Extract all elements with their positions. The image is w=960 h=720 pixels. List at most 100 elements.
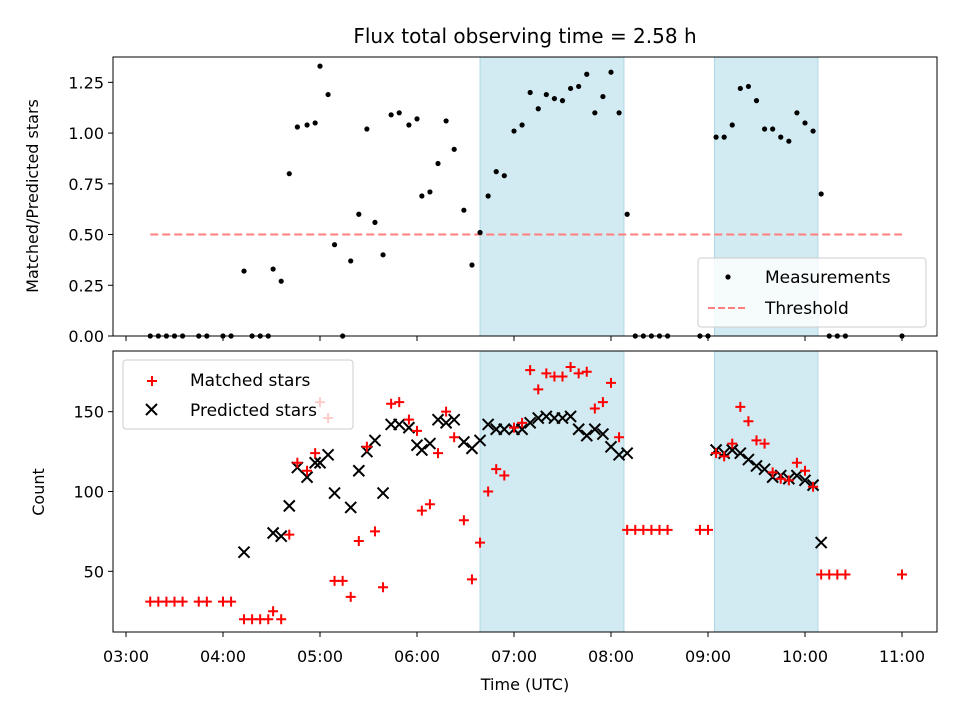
top-legend: Measurements Threshold (697, 257, 927, 328)
predicted-star-point (300, 470, 314, 484)
predicted-star-point (439, 416, 453, 430)
matched-star-point (800, 465, 810, 476)
top-y-tick-label: 1.25 (68, 73, 104, 92)
predicted-star-point (790, 469, 804, 482)
matched-star-point (499, 470, 510, 481)
x-tick-label: 07:00 (491, 647, 537, 666)
predicted-star-point (498, 423, 511, 436)
predicted-star-point (580, 429, 593, 442)
predicted-star-point (473, 434, 487, 447)
matched-star-point (808, 481, 819, 492)
matched-star-point (533, 384, 544, 395)
top-y-tick-label: 0.50 (68, 226, 104, 245)
matched-star-point (840, 569, 851, 580)
top-axis-ticks: 0.00 0.25 0.50 0.75 1.00 1.25 (68, 73, 903, 346)
measurement-point (519, 122, 525, 128)
measurement-point (543, 91, 549, 98)
measurement-point (584, 71, 590, 77)
matched-star-point (310, 448, 321, 459)
measurement-point (721, 134, 727, 140)
matched-star-point (369, 526, 380, 537)
matched-star-point (345, 591, 356, 602)
measurement-point (388, 112, 394, 118)
predicted-star-point (376, 486, 390, 500)
measurement-point (312, 120, 318, 126)
matched-star-point (483, 486, 494, 497)
predicted-star-point (750, 459, 763, 473)
measurement-point (348, 258, 354, 264)
matched-star-point (458, 515, 469, 526)
predicted-star-point (321, 448, 335, 461)
matched-star-point (703, 524, 713, 535)
bottom-y-tick-label: 150 (73, 403, 104, 422)
bottom-highlight-span (713, 350, 819, 633)
bottom-axis-ticks: 50 100 150 03:00 04:00 05:00 06:00 07:00 08:00 09… (73, 403, 925, 666)
top-y-axis-label: Matched/Predicted stars (23, 99, 42, 293)
predicted-star-point (393, 418, 406, 431)
matched-star-point (268, 606, 279, 617)
measurement-point (356, 211, 362, 217)
predicted-star-point (344, 501, 357, 514)
matched-star-point (751, 435, 762, 446)
measurement-point (286, 171, 292, 177)
measurement-point (761, 126, 768, 132)
predicted-star-point (814, 536, 828, 549)
matched-star-point (897, 569, 907, 580)
predicted-star-point (328, 486, 341, 500)
predicted-star-point (523, 416, 537, 430)
measurement-point (372, 219, 378, 225)
measurement-point (278, 278, 284, 284)
matched-star-point (284, 529, 295, 540)
measurement-point (608, 69, 614, 75)
measurement-point (713, 134, 719, 140)
matched-star-point (573, 368, 584, 379)
matched-star-point (378, 582, 389, 593)
predicted-star-point (415, 443, 429, 457)
matched-star-point (292, 457, 303, 468)
measurement-point (786, 138, 792, 144)
measurement-point (485, 193, 491, 199)
predicted-star-point (352, 464, 366, 477)
measurement-point (753, 98, 760, 104)
matched-star-point (403, 414, 414, 425)
legend-marker-predicted (145, 403, 158, 416)
matched-star-point (433, 448, 444, 459)
matched-star-point (302, 465, 313, 476)
measurement-point (778, 134, 784, 140)
measurement-point (419, 193, 425, 199)
bottom-legend: Matched stars Predicted stars (122, 359, 354, 430)
matched-star-point (759, 438, 770, 449)
measurement-point (294, 124, 300, 130)
legend-label-measurements: Measurements (765, 268, 891, 288)
matched-star-point (475, 537, 486, 548)
x-tick-label: 03:00 (103, 647, 149, 666)
legend-marker-measurements (725, 274, 731, 280)
matched-star-point (662, 524, 673, 535)
measurement-point (535, 106, 541, 112)
matched-star-point (517, 417, 528, 428)
measurement-point (477, 229, 483, 236)
top-y-tick-label: 0.00 (68, 327, 104, 346)
predicted-star-point (588, 423, 602, 436)
matched-star-point (775, 473, 786, 484)
bottom-axes-frame (112, 350, 938, 633)
predicted-star-point (481, 418, 495, 431)
measurement-point (325, 91, 331, 98)
matched-star-point (509, 422, 519, 433)
measurement-point (616, 110, 622, 116)
x-tick-label: 04:00 (200, 647, 246, 666)
measurement-point (435, 160, 441, 167)
matched-star-point (441, 406, 452, 417)
matched-star-point (263, 614, 274, 625)
top-highlight-span (479, 56, 625, 337)
matched-star-point (412, 425, 422, 436)
measurement-point (461, 207, 467, 213)
measurement-point (270, 266, 276, 272)
matched-star-point (581, 366, 592, 377)
matched-star-point (606, 377, 616, 388)
matched-star-point (177, 596, 188, 607)
predicted-star-point (368, 434, 382, 447)
predicted-star-point (266, 526, 280, 540)
matched-star-point (416, 505, 427, 516)
